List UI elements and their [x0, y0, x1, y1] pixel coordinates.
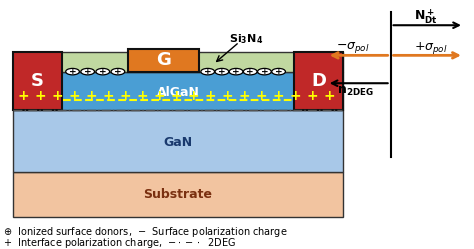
Text: +: +	[84, 67, 91, 76]
Text: +: +	[51, 89, 63, 103]
Text: +: +	[289, 89, 301, 103]
Text: +: +	[204, 89, 216, 103]
Text: +: +	[136, 89, 148, 103]
Circle shape	[96, 68, 109, 75]
Circle shape	[272, 68, 285, 75]
Circle shape	[243, 68, 257, 75]
Bar	[12, 110, 343, 173]
Bar	[128, 49, 199, 72]
Text: +: +	[218, 67, 226, 76]
Text: +: +	[204, 67, 211, 76]
Text: G: G	[156, 51, 171, 69]
Text: $\mathbf{N_{Dt}^+}$: $\mathbf{N_{Dt}^+}$	[414, 7, 438, 26]
Text: +: +	[68, 89, 80, 103]
Text: +: +	[99, 67, 107, 76]
Text: +: +	[170, 89, 182, 103]
Text: Substrate: Substrate	[144, 188, 212, 201]
Circle shape	[229, 68, 243, 75]
Circle shape	[81, 68, 94, 75]
Text: +: +	[306, 89, 318, 103]
Text: +: +	[232, 67, 240, 76]
Text: +: +	[323, 89, 335, 103]
Text: $\mathbf{Si_3N_4}$: $\mathbf{Si_3N_4}$	[229, 32, 264, 46]
Text: +: +	[102, 89, 114, 103]
Bar	[12, 52, 62, 110]
Bar	[12, 52, 343, 72]
Bar	[12, 173, 343, 217]
Text: +: +	[119, 89, 131, 103]
Text: AlGaN: AlGaN	[156, 86, 200, 99]
Text: +: +	[187, 89, 199, 103]
Text: +: +	[255, 89, 267, 103]
Text: +: +	[272, 89, 284, 103]
Text: +: +	[85, 89, 97, 103]
Text: $+$  Interface polarization charge,  $-\cdot-\cdot$  2DEG: $+$ Interface polarization charge, $-\cd…	[3, 236, 236, 249]
Circle shape	[111, 68, 125, 75]
Text: $-\sigma_{pol}$: $-\sigma_{pol}$	[336, 40, 370, 55]
Text: +: +	[114, 67, 122, 76]
Circle shape	[201, 68, 215, 75]
Text: $\oplus$  Ionized surface donors,  $-$  Surface polarization charge: $\oplus$ Ionized surface donors, $-$ Sur…	[3, 225, 288, 239]
Bar	[294, 52, 343, 110]
Text: +: +	[275, 67, 283, 76]
Text: +: +	[69, 67, 76, 76]
Text: +: +	[221, 89, 233, 103]
Text: $\mathbf{n_{2DEG}}$: $\mathbf{n_{2DEG}}$	[337, 84, 374, 98]
Circle shape	[257, 68, 271, 75]
Circle shape	[215, 68, 229, 75]
Circle shape	[66, 68, 79, 75]
Text: +: +	[153, 89, 165, 103]
Text: +: +	[34, 89, 46, 103]
Text: D: D	[311, 72, 326, 90]
Text: $+\sigma_{pol}$: $+\sigma_{pol}$	[414, 40, 447, 56]
Bar	[12, 72, 343, 110]
Text: +: +	[17, 89, 29, 103]
Text: +: +	[246, 67, 254, 76]
Text: S: S	[31, 72, 44, 90]
Text: GaN: GaN	[164, 136, 192, 149]
Text: +: +	[238, 89, 250, 103]
Text: +: +	[261, 67, 268, 76]
